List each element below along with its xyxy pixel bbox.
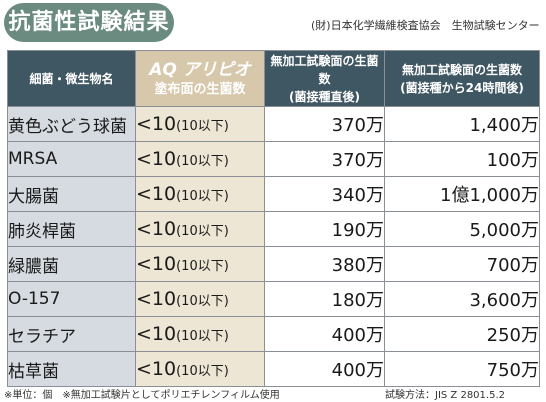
aq-count-cell: <10(10以下) [135,176,265,212]
table-row: O-157 <10(10以下) 180万 3,600万 [7,281,540,317]
control-24h-count: 1,400万 [384,106,540,142]
aq-count-cell: <10(10以下) [135,211,265,247]
aq-count-value: <10 [136,253,177,275]
header-organism: 細菌・微生物名 [7,50,136,107]
page-title: 抗菌性試験結果 [4,3,174,42]
footer-note: ※単位：個 ※無加工試験片としてポリエチレンフィルム使用 [4,390,280,401]
aq-count-note: (10以下) [176,329,229,344]
control-start-count: 370万 [264,141,385,177]
organism-name: O-157 [7,281,136,317]
organism-name: セラチア [7,316,136,352]
control-start-count: 340万 [264,176,385,212]
control-24h-count: 700万 [384,246,540,282]
aq-count-cell: <10(10以下) [135,351,265,387]
aq-count-value: <10 [136,113,177,135]
aq-count-value: <10 [136,218,177,240]
footer-test-method: 試験方法：JIS Z 2801.5.2 [385,390,505,401]
table-header-row: 細菌・微生物名 AQ アリピオ 塗布面の生菌数 無加工試験面の生菌数 (菌接種直… [7,50,540,107]
control-start-count: 400万 [264,316,385,352]
results-table: 細菌・微生物名 AQ アリピオ 塗布面の生菌数 無加工試験面の生菌数 (菌接種直… [7,50,540,387]
aq-count-cell: <10(10以下) [135,141,265,177]
organism-name: 緑膿菌 [7,246,136,282]
header-aq-product: AQ アリピオ 塗布面の生菌数 [135,50,265,107]
control-24h-count: 250万 [384,316,540,352]
control-24h-count: 3,600万 [384,281,540,317]
aq-count-note: (10以下) [176,259,229,274]
control-start-count: 380万 [264,246,385,282]
aq-count-value: <10 [136,288,177,310]
table-row: 緑膿菌 <10(10以下) 380万 700万 [7,246,540,282]
table-row: 黄色ぶどう球菌 <10(10以下) 370万 1,400万 [7,106,540,142]
control-start-count: 400万 [264,351,385,387]
aq-count-note: (10以下) [176,294,229,309]
aq-product-name: AQ アリピオ [149,59,251,80]
table-row: MRSA <10(10以下) 370万 100万 [7,141,540,177]
header-control-24h: 無加工試験面の生菌数 (菌接種から24時間後) [384,50,540,107]
organism-name: 枯草菌 [7,351,136,387]
aq-count-cell: <10(10以下) [135,106,265,142]
aq-count-note: (10以下) [176,189,229,204]
control-24h-count: 100万 [384,141,540,177]
header-control-start-title: 無加工試験面の生菌数 [270,53,379,86]
organism-name: MRSA [7,141,136,177]
header-control-start-sub: (菌接種直後) [289,89,360,104]
control-start-count: 180万 [264,281,385,317]
control-start-count: 370万 [264,106,385,142]
aq-count-cell: <10(10以下) [135,246,265,282]
aq-count-note: (10以下) [176,224,229,239]
control-24h-count: 5,000万 [384,211,540,247]
aq-count-value: <10 [136,323,177,345]
header-control-start: 無加工試験面の生菌数 (菌接種直後) [264,50,385,107]
aq-count-value: <10 [136,183,177,205]
aq-count-value: <10 [136,148,177,170]
aq-count-note: (10以下) [176,119,229,134]
table-row: 肺炎桿菌 <10(10以下) 190万 5,000万 [7,211,540,247]
organism-name: 黄色ぶどう球菌 [7,106,136,142]
aq-count-note: (10以下) [176,364,229,379]
organism-name: 肺炎桿菌 [7,211,136,247]
aq-count-value: <10 [136,358,177,380]
control-start-count: 190万 [264,211,385,247]
aq-count-cell: <10(10以下) [135,281,265,317]
organization-credit: (財)日本化学繊維検査協会 生物試験センター [311,19,540,32]
table-row: 大腸菌 <10(10以下) 340万 1億1,000万 [7,176,540,212]
header-control-24h-title: 無加工試験面の生菌数 [401,62,522,77]
aq-count-cell: <10(10以下) [135,316,265,352]
aq-count-note: (10以下) [176,154,229,169]
control-24h-count: 1億1,000万 [384,176,540,212]
header-control-24h-sub: (菌接種から24時間後) [400,80,524,95]
control-24h-count: 750万 [384,351,540,387]
aq-product-desc: 塗布面の生菌数 [154,81,246,97]
table-row: 枯草菌 <10(10以下) 400万 750万 [7,351,540,387]
organism-name: 大腸菌 [7,176,136,212]
table-row: セラチア <10(10以下) 400万 250万 [7,316,540,352]
